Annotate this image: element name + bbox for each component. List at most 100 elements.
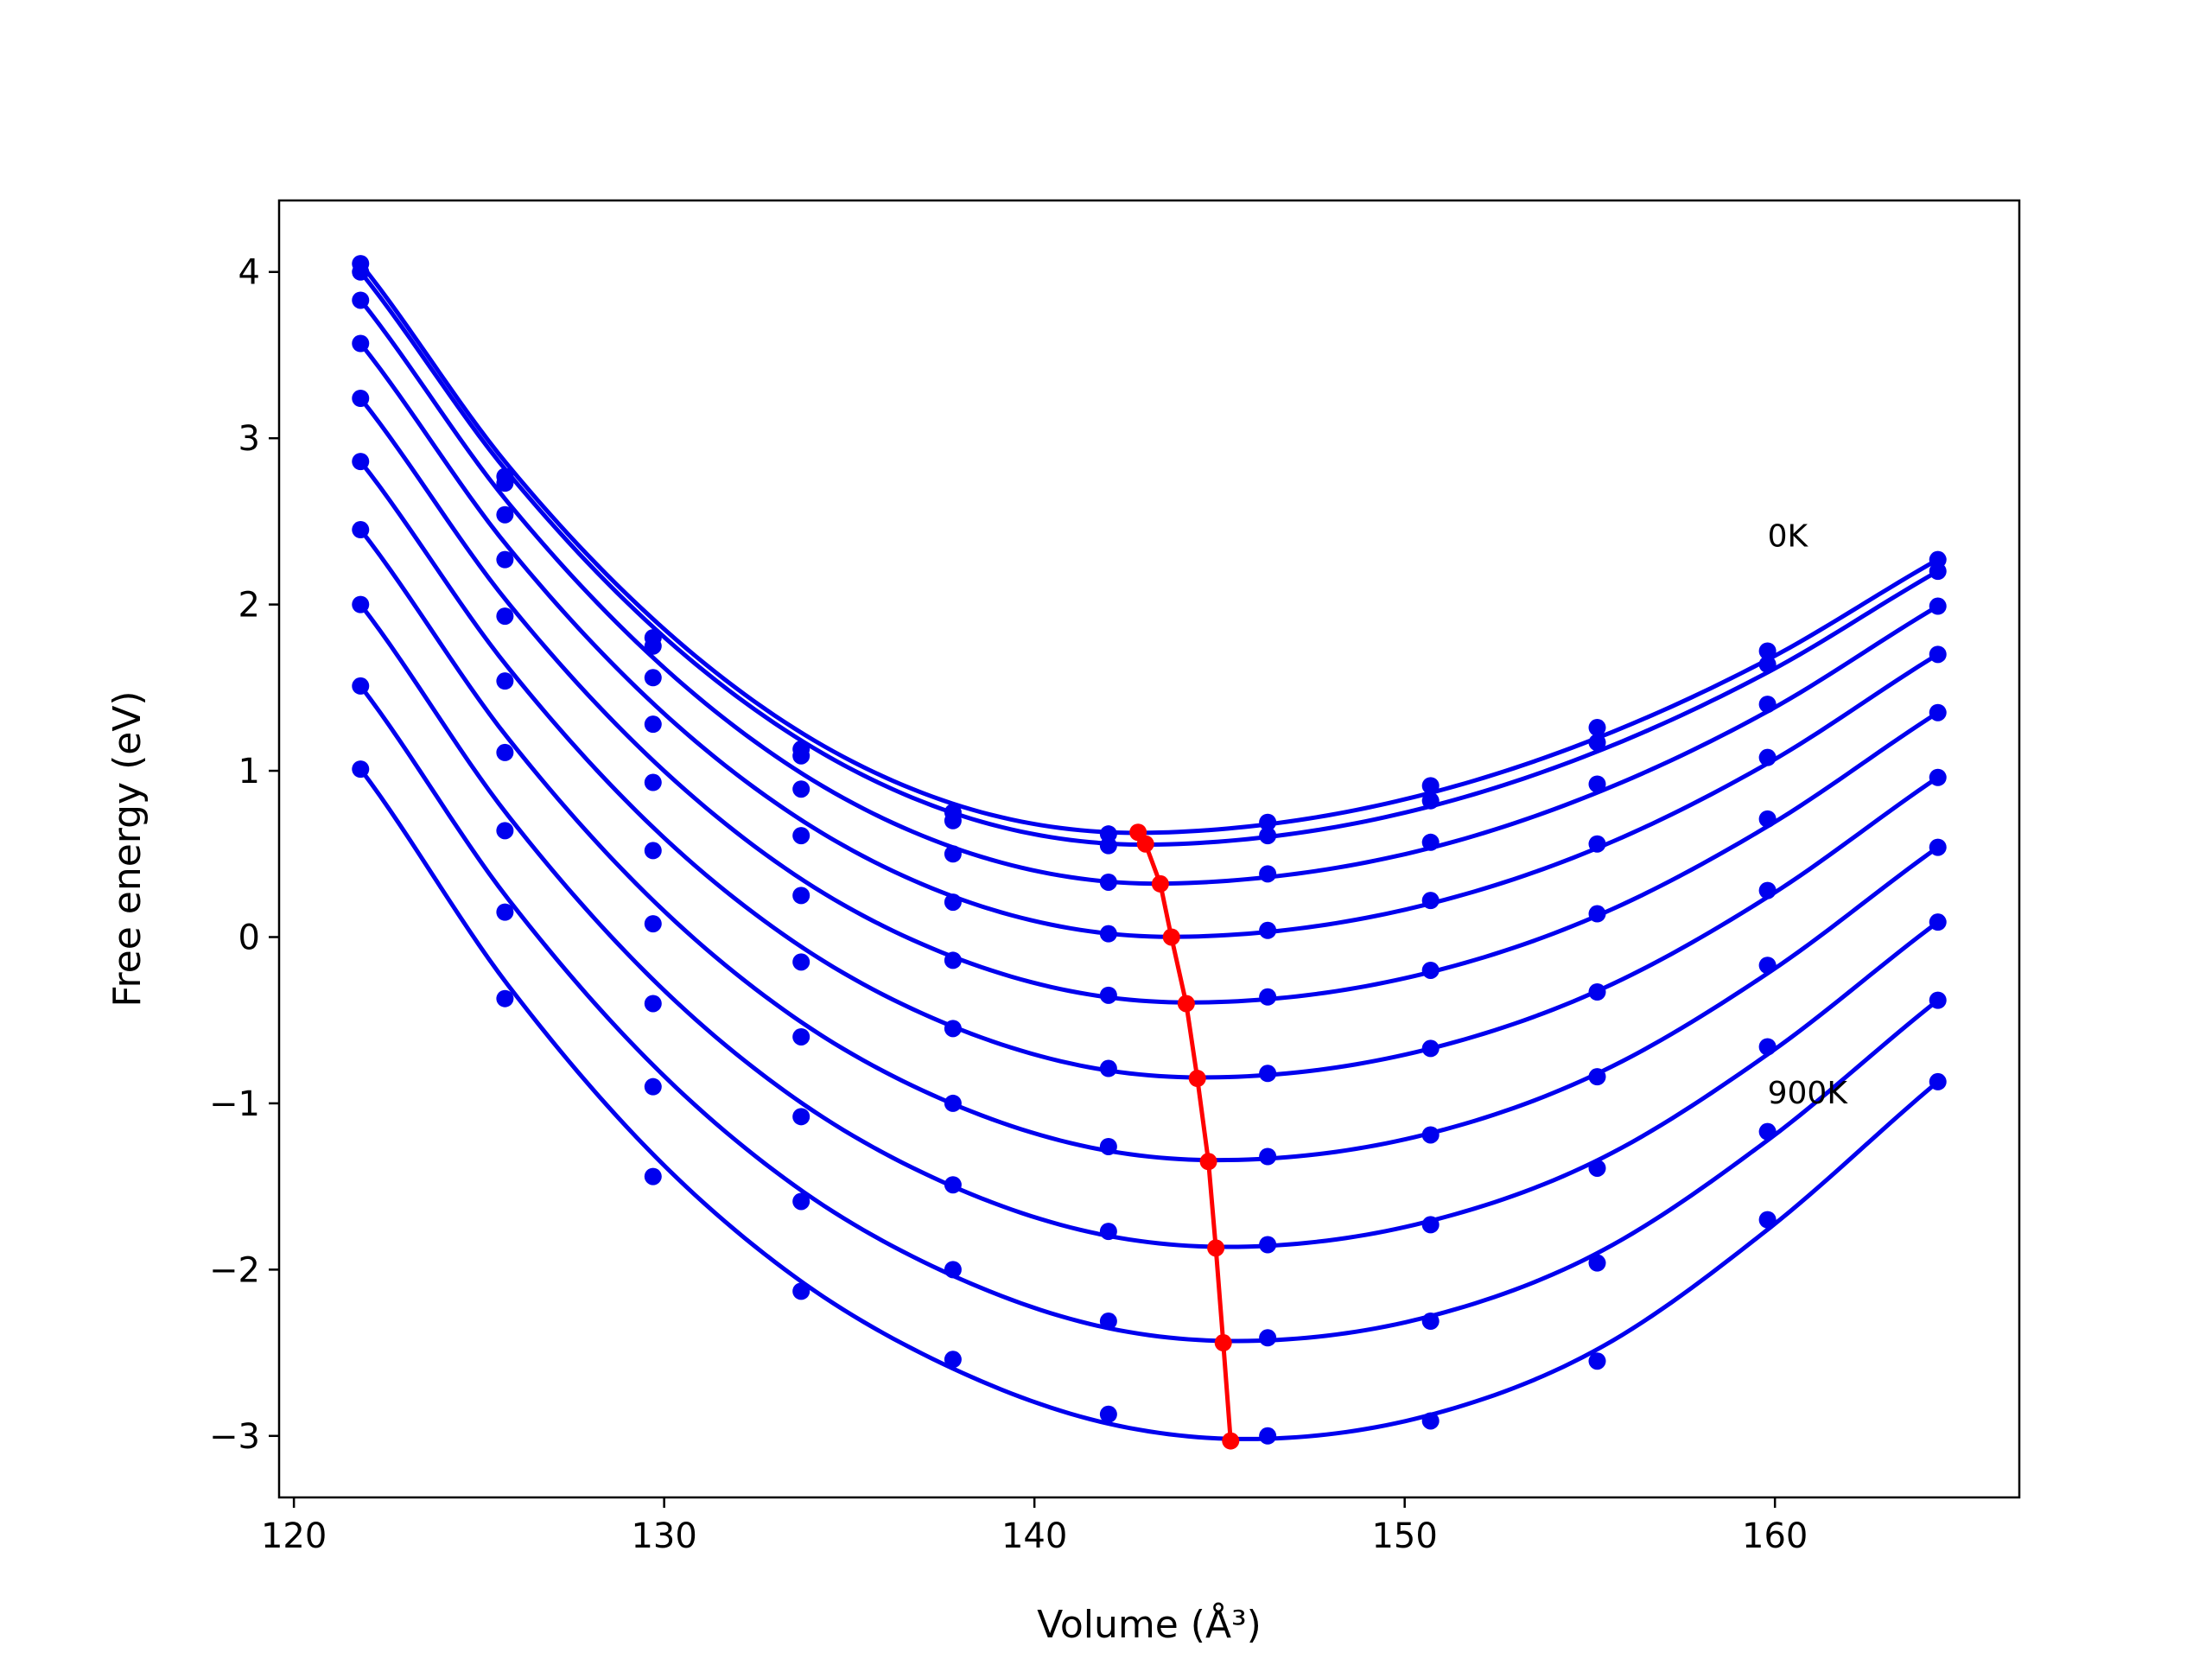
data-point-s1-9 [1588, 719, 1606, 737]
data-point-s1-7 [1259, 813, 1277, 831]
data-point-s5-4 [792, 887, 810, 905]
data-point-s2-4 [792, 747, 810, 765]
data-point-s4-6 [1099, 925, 1117, 943]
x-tick-label-150: 150 [1371, 1516, 1437, 1556]
minimum-point-6 [1188, 1070, 1206, 1088]
data-point-s10-4 [792, 1282, 810, 1300]
data-point-s8-1 [352, 595, 370, 613]
data-point-s10-9 [1588, 1352, 1606, 1370]
minima-line [1136, 830, 1233, 1441]
data-point-s2-7 [1259, 827, 1277, 845]
data-point-s7-1 [352, 521, 370, 539]
y-tick-label-4: 4 [238, 253, 260, 293]
data-point-s9-1 [352, 677, 370, 695]
data-point-s6-2 [496, 672, 514, 690]
fit-curve-1 [359, 262, 1939, 836]
x-tick-label-120: 120 [261, 1516, 327, 1556]
data-point-s5-11 [1929, 703, 1947, 721]
data-point-s5-9 [1588, 905, 1606, 923]
annotations: 0K 900K [1768, 518, 1849, 1111]
data-point-s5-8 [1421, 961, 1440, 979]
data-point-s5-6 [1099, 986, 1117, 1004]
data-point-s2-3 [644, 637, 662, 655]
fit-curve-8 [359, 603, 1940, 1249]
data-point-s8-6 [1099, 1223, 1117, 1241]
data-point-s6-9 [1588, 982, 1606, 1001]
data-point-s4-4 [792, 827, 810, 845]
y-axis-label: Free energy (eV) [105, 690, 149, 1007]
y-tick-label-0: 0 [238, 918, 260, 957]
data-point-s9-5 [944, 1261, 962, 1279]
data-point-s3-3 [644, 669, 662, 687]
fit-curve-3 [359, 298, 1940, 887]
data-point-s2-5 [944, 811, 962, 830]
y-tick-label--3: −3 [209, 1417, 260, 1457]
minimum-point-2 [1136, 835, 1154, 853]
data-point-s6-7 [1259, 1065, 1277, 1083]
data-point-s9-11 [1929, 991, 1947, 1009]
data-point-s2-1 [352, 263, 370, 281]
data-point-s4-1 [352, 334, 370, 353]
data-point-s5-5 [944, 951, 962, 969]
data-point-s10-8 [1421, 1412, 1440, 1430]
minimum-point-4 [1162, 928, 1180, 946]
data-point-s7-5 [944, 1094, 962, 1112]
data-point-s8-10 [1758, 1038, 1777, 1056]
data-point-s6-4 [792, 953, 810, 971]
data-point-s2-6 [1099, 836, 1117, 855]
data-point-s10-5 [944, 1351, 962, 1369]
data-point-s5-1 [352, 389, 370, 407]
data-point-s2-11 [1929, 563, 1947, 581]
plot-area [352, 255, 1947, 1450]
data-point-s1-8 [1421, 777, 1440, 795]
data-point-s7-10 [1758, 957, 1777, 975]
fit-curve-4 [359, 341, 1940, 939]
data-point-s4-11 [1929, 645, 1947, 664]
data-point-s8-11 [1929, 913, 1947, 931]
data-point-s6-6 [1099, 1059, 1117, 1077]
data-point-s8-5 [944, 1176, 962, 1194]
axes-frame [277, 199, 2021, 1499]
y-tick-label--1: −1 [209, 1084, 260, 1124]
data-point-s7-4 [792, 1027, 810, 1046]
minimum-point-5 [1177, 995, 1195, 1013]
data-point-s5-2 [496, 607, 514, 626]
minimum-point-7 [1199, 1153, 1217, 1171]
data-point-s5-7 [1259, 988, 1277, 1006]
minimum-point-3 [1151, 874, 1169, 893]
fit-curve-10 [359, 767, 1940, 1441]
data-point-s8-9 [1588, 1159, 1606, 1177]
data-point-s3-5 [944, 845, 962, 863]
data-point-s6-1 [352, 453, 370, 471]
annotation-2: 900K [1768, 1076, 1849, 1111]
data-point-s7-3 [644, 915, 662, 933]
minimum-point-9 [1214, 1334, 1232, 1352]
data-point-s6-8 [1421, 1039, 1440, 1058]
data-point-s3-9 [1588, 775, 1606, 793]
data-point-s3-8 [1421, 833, 1440, 851]
data-point-s4-2 [496, 550, 514, 569]
annotation-1: 0K [1768, 518, 1809, 554]
data-point-s9-6 [1099, 1313, 1117, 1331]
data-point-s4-9 [1588, 835, 1606, 853]
data-point-s6-10 [1758, 881, 1777, 899]
y-tick-label-3: 3 [238, 419, 260, 459]
data-point-s5-3 [644, 773, 662, 791]
data-point-s9-9 [1588, 1254, 1606, 1272]
data-point-s1-10 [1758, 642, 1777, 660]
data-point-s2-9 [1588, 734, 1606, 752]
data-point-s3-11 [1929, 597, 1947, 615]
data-point-s3-4 [792, 780, 810, 798]
data-point-s3-10 [1758, 696, 1777, 714]
data-point-s7-6 [1099, 1137, 1117, 1155]
y-tick-label-1: 1 [238, 752, 260, 791]
data-point-s8-8 [1421, 1216, 1440, 1234]
x-tick-label-140: 140 [1001, 1516, 1067, 1556]
data-point-s4-7 [1259, 921, 1277, 939]
minimum-point-8 [1207, 1239, 1225, 1257]
data-point-s7-8 [1421, 1126, 1440, 1144]
data-point-s9-2 [496, 903, 514, 921]
data-point-s10-3 [644, 1167, 662, 1185]
data-point-s6-5 [944, 1020, 962, 1038]
